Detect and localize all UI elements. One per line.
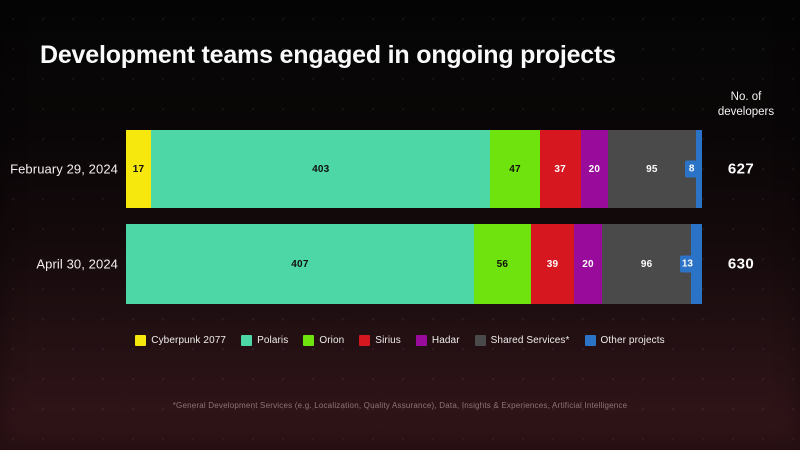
category-label: April 30, 2024 — [36, 256, 118, 272]
segment-value-label: 403 — [312, 163, 330, 175]
legend-swatch-icon — [135, 335, 147, 346]
bar-row: April 30, 2024 407 56 39 20 96 13 630 — [0, 224, 800, 304]
bar-segment-other-projects: 13 — [680, 224, 702, 304]
legend-label: Cyberpunk 2077 — [151, 335, 227, 346]
legend-label: Shared Services* — [490, 335, 570, 346]
bar-segment-polaris: 403 — [151, 130, 491, 208]
legend-label: Hadar — [431, 335, 460, 346]
legend-item: Sirius — [359, 335, 401, 346]
segment-value-label: 20 — [582, 258, 594, 270]
legend-swatch-icon — [303, 335, 315, 346]
bar-segment-shared-services: 96 — [601, 224, 692, 304]
legend-swatch-icon — [241, 335, 253, 346]
legend-label: Orion — [319, 335, 345, 346]
legend-item: Orion — [303, 335, 344, 346]
segment-value-label: 8 — [684, 160, 699, 178]
legend-item: Polaris — [241, 335, 288, 346]
legend-label: Other projects — [600, 335, 665, 346]
bar-segment-shared-services: 95 — [608, 130, 696, 208]
segment-value-label: 56 — [496, 258, 509, 270]
legend-swatch-icon — [359, 335, 371, 346]
legend-swatch-icon — [584, 335, 596, 346]
bar-segment-polaris: 407 — [126, 224, 474, 304]
segment-value-label: 95 — [646, 163, 658, 175]
bar-row: February 29, 2024 17 403 47 37 20 95 8 627 — [0, 130, 800, 208]
segment-value-label: 39 — [546, 258, 559, 270]
bar-segment-hadar: 20 — [580, 130, 609, 208]
bar-segment-orion: 47 — [490, 130, 540, 208]
value-axis-header: No. of developers — [698, 90, 794, 120]
bar-segment-other-projects: 8 — [684, 130, 702, 208]
footnote: *General Development Services (e.g. Loca… — [172, 401, 628, 410]
value-axis-header-line1: No. of — [730, 91, 762, 103]
row-total: 627 — [727, 160, 755, 178]
legend-item: Other projects — [584, 335, 665, 346]
segment-value-label: 37 — [554, 163, 566, 175]
segment-value-label: 407 — [291, 258, 309, 270]
chart-title: Development teams engaged in ongoing pro… — [40, 41, 616, 69]
bar-segment-hadar: 20 — [574, 224, 602, 304]
legend-item: Shared Services* — [474, 335, 570, 346]
value-axis-header-line2: developers — [717, 106, 775, 118]
segment-value-label: 17 — [132, 163, 145, 175]
bar-segment-sirius: 39 — [530, 224, 575, 304]
segment-value-label: 47 — [509, 163, 521, 175]
legend-swatch-icon — [474, 335, 486, 346]
legend-label: Polaris — [257, 335, 289, 346]
bar-segment-cyberpunk-2077: 17 — [126, 130, 152, 208]
bar-segment-orion: 56 — [473, 224, 531, 304]
legend: Cyberpunk 2077 Polaris Orion Sirius Hadar Sha… — [0, 335, 800, 346]
segment-value-label: 13 — [680, 255, 695, 273]
stacked-bar: 407 56 39 20 96 13 — [126, 224, 702, 304]
legend-label: Sirius — [375, 335, 401, 346]
segment-value-label: 96 — [640, 258, 653, 270]
row-total: 630 — [727, 255, 755, 273]
segment-value-label: 20 — [588, 163, 601, 175]
category-label: February 29, 2024 — [10, 161, 118, 177]
bar-segment-sirius: 37 — [539, 130, 581, 208]
legend-item: Cyberpunk 2077 — [135, 335, 226, 346]
legend-item: Hadar — [415, 335, 460, 346]
stacked-bar: 17 403 47 37 20 95 8 — [126, 130, 702, 208]
legend-swatch-icon — [415, 335, 427, 346]
